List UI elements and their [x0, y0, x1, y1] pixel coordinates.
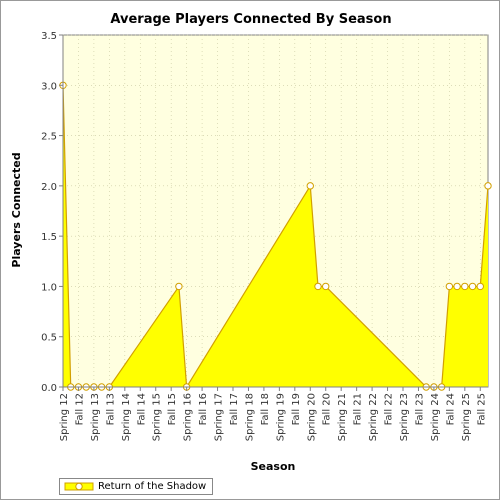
y-axis-label: Players Connected: [10, 152, 23, 267]
x-tick-label: Fall 13: [105, 393, 116, 425]
x-tick-label: Fall 12: [74, 393, 85, 425]
y-tick-label: 2.0: [41, 182, 57, 193]
x-tick-label: Fall 14: [136, 393, 147, 425]
data-point: [461, 282, 469, 291]
x-tick-label: Spring 18: [244, 393, 255, 441]
x-tick-label: Fall 25: [476, 393, 487, 425]
y-tick-label: 1.0: [41, 282, 57, 293]
x-tick-label: Fall 24: [445, 393, 456, 425]
x-tick-label: Spring 16: [183, 393, 194, 441]
x-tick-label: Fall 19: [291, 393, 302, 425]
x-tick-label: Spring 19: [275, 393, 286, 441]
data-point: [453, 282, 461, 291]
data-point: [175, 282, 183, 291]
x-tick-label: Spring 15: [152, 393, 163, 441]
x-tick-label: Spring 13: [90, 393, 101, 441]
data-point: [306, 182, 314, 190]
x-tick-label: Fall 23: [414, 393, 425, 425]
data-point: [445, 282, 454, 291]
data-point: [314, 282, 322, 291]
x-tick-label: Fall 16: [198, 393, 209, 425]
y-tick-label: 0.5: [41, 333, 57, 344]
x-tick-label: Spring 21: [337, 393, 348, 441]
axes: [62, 35, 488, 388]
y-tick-label: 2.5: [41, 132, 57, 143]
y-tick-label: 0.0: [41, 383, 57, 394]
y-tick-labels: 0.0 0.5 1.0 1.5 2.0 2.5 3.0 3.5: [41, 31, 63, 394]
y-tick-label: 1.5: [41, 232, 57, 243]
chart-title: Average Players Connected By Season: [110, 12, 391, 27]
data-point: [468, 282, 477, 291]
x-tick-label: Fall 20: [322, 393, 333, 425]
y-tick-label: 3.5: [41, 31, 57, 42]
x-tick-label: Spring 14: [121, 393, 132, 441]
x-tick-label: Spring 24: [430, 393, 441, 441]
x-tick-label: Fall 22: [384, 393, 395, 425]
x-tick-label: Fall 21: [353, 393, 364, 425]
x-tick-label: Spring 22: [368, 393, 379, 441]
x-tick-labels: Spring 12 Fall 12 Spring 13 Fall 13 Spring 1…: [59, 387, 487, 441]
data-point: [322, 282, 330, 291]
y-tick-label: 3.0: [41, 81, 57, 92]
x-tick-label: Spring 12: [59, 393, 70, 441]
x-tick-label: Fall 17: [229, 393, 240, 425]
legend-swatch: [64, 482, 94, 491]
x-axis-label: Season: [251, 460, 296, 473]
data-point: [476, 282, 484, 291]
x-tick-label: Spring 20: [306, 393, 317, 441]
legend: Return of the Shadow: [59, 478, 214, 495]
data-point: [484, 182, 492, 190]
legend-label: Return of the Shadow: [98, 481, 207, 492]
x-tick-label: Fall 15: [167, 393, 178, 425]
series-area: [63, 85, 488, 388]
x-tick-label: Fall 18: [260, 393, 271, 425]
x-tick-label: Spring 23: [399, 393, 410, 441]
x-tick-label: Spring 17: [214, 393, 225, 441]
x-tick-label: Spring 25: [461, 393, 472, 441]
